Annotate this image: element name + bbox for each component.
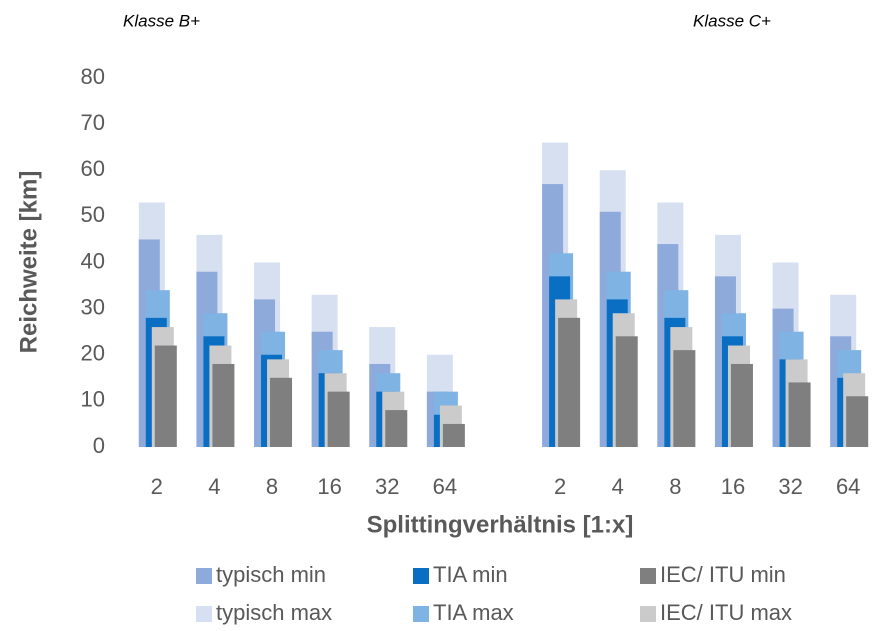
legend-label: typisch max [216, 600, 332, 625]
bar [385, 410, 408, 447]
x-tick-label: 16 [317, 474, 341, 499]
x-tick-label: 4 [208, 474, 220, 499]
bar [788, 382, 811, 447]
x-tick-label: 64 [433, 474, 457, 499]
legend-swatch [196, 606, 212, 622]
y-tick-label: 60 [81, 156, 105, 181]
y-tick-label: 20 [81, 341, 105, 366]
bar [327, 391, 350, 447]
legend-swatch [413, 568, 429, 584]
y-tick-label: 70 [81, 110, 105, 135]
bar [615, 336, 638, 447]
y-tick-label: 0 [93, 433, 105, 458]
x-tick-label: 2 [554, 474, 566, 499]
bar [673, 350, 696, 447]
x-axis-label: Splittingverhältnis [1:x] [367, 511, 634, 538]
legend-label: TIA min [433, 562, 508, 587]
x-tick-label: 8 [266, 474, 278, 499]
x-tick-label: 16 [721, 474, 745, 499]
bar [270, 377, 293, 447]
legend-label: typisch min [216, 562, 326, 587]
y-tick-label: 10 [81, 387, 105, 412]
annotation: Klasse B+ [123, 11, 200, 30]
legend-label: IEC/ ITU max [660, 600, 792, 625]
y-tick-label: 40 [81, 248, 105, 273]
x-tick-label: 32 [375, 474, 399, 499]
legend-label: IEC/ ITU min [660, 562, 786, 587]
y-axis-label: Reichweite [km] [15, 171, 42, 354]
bar [212, 363, 235, 447]
x-tick-label: 64 [836, 474, 860, 499]
legend-swatch [640, 606, 656, 622]
x-tick-label: 32 [778, 474, 802, 499]
x-tick-label: 2 [151, 474, 163, 499]
bar [442, 423, 465, 447]
x-tick-label: 4 [612, 474, 624, 499]
bar [154, 345, 177, 447]
bar [846, 396, 869, 447]
legend-label: TIA max [433, 600, 514, 625]
x-tick-label: 8 [669, 474, 681, 499]
bar [558, 317, 581, 447]
y-tick-label: 30 [81, 294, 105, 319]
bar [730, 363, 753, 447]
y-tick-label: 50 [81, 202, 105, 227]
y-tick-label: 80 [81, 64, 105, 89]
legend-swatch [413, 606, 429, 622]
legend-swatch [640, 568, 656, 584]
legend-swatch [196, 568, 212, 584]
annotation: Klasse C+ [693, 11, 771, 30]
